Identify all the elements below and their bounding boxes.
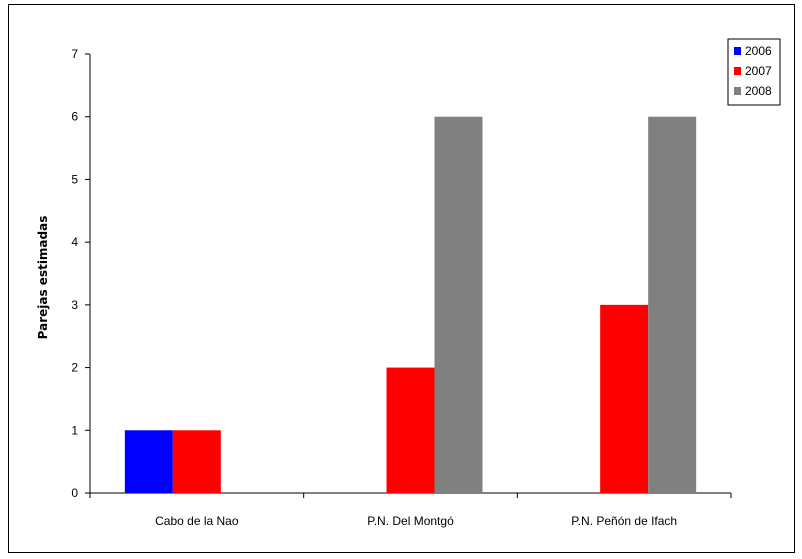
y-axis-label: Parejas estimadas [36, 216, 50, 340]
bar-2007 [172, 430, 221, 493]
legend-label-2006: 2006 [745, 44, 772, 58]
chart-frame: 0 1 2 3 4 5 6 7 Cabo de la Nao P.N. Del Montgó P.… [8, 4, 795, 553]
y-axis: 0 1 2 3 4 5 6 7 [71, 47, 91, 500]
legend-label-2008: 2008 [745, 84, 772, 98]
bar-2006 [124, 430, 173, 493]
y-tick-label: 4 [71, 235, 78, 249]
y-tick-label: 2 [71, 361, 78, 375]
bar-2007 [386, 367, 435, 493]
y-tick-label: 0 [71, 486, 78, 500]
x-axis: Cabo de la Nao P.N. Del Montgó P.N. Peñón … [89, 492, 732, 528]
y-tick-label: 3 [71, 298, 78, 312]
legend-swatch-2007 [734, 67, 741, 75]
bar-2007 [600, 304, 649, 493]
x-category-label: P.N. Peñón de Ifach [571, 514, 677, 528]
bar-2008 [434, 116, 483, 493]
bar-2008 [648, 116, 697, 493]
bar-chart: 0 1 2 3 4 5 6 7 Cabo de la Nao P.N. Del Montgó P.… [36, 38, 781, 528]
bars [124, 116, 697, 493]
y-tick-label: 5 [71, 172, 78, 186]
y-tick-label: 1 [71, 423, 78, 437]
legend: 2006 2007 2008 [727, 38, 781, 106]
x-category-label: Cabo de la Nao [155, 514, 239, 528]
legend-label-2007: 2007 [745, 64, 772, 78]
y-tick-label: 6 [71, 110, 78, 124]
legend-swatch-2008 [734, 87, 741, 95]
x-category-label: P.N. Del Montgó [367, 514, 454, 528]
y-tick-label: 7 [71, 47, 78, 61]
legend-swatch-2006 [734, 47, 741, 55]
